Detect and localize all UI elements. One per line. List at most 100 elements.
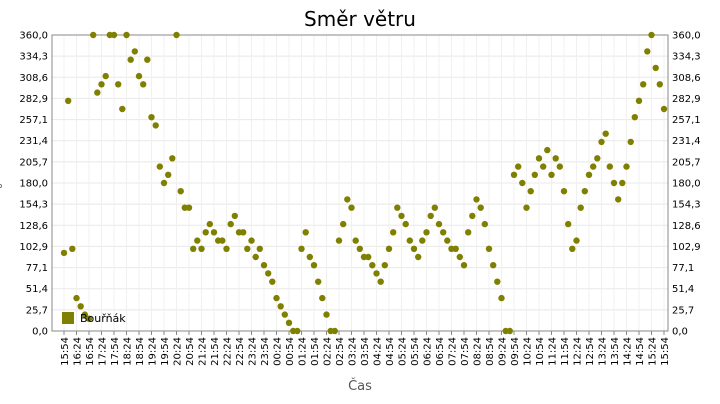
x-tick-label: 17:24 bbox=[98, 337, 109, 366]
x-tick-label: 10:24 bbox=[523, 337, 534, 366]
data-point bbox=[194, 237, 201, 244]
data-point bbox=[410, 245, 418, 252]
data-point bbox=[377, 278, 384, 285]
legend-label: Bouřňák bbox=[80, 312, 126, 325]
data-point bbox=[202, 229, 209, 236]
data-point bbox=[648, 31, 655, 39]
data-point bbox=[160, 179, 168, 187]
data-point bbox=[210, 229, 218, 236]
data-point bbox=[623, 163, 630, 170]
y-tick-label-left: 334,3 bbox=[19, 52, 48, 63]
x-tick-label: 02:24 bbox=[323, 337, 334, 366]
data-point bbox=[85, 315, 93, 322]
data-point bbox=[535, 155, 543, 162]
y-tick-label-right: 308,6 bbox=[672, 73, 701, 84]
data-point bbox=[569, 245, 576, 252]
data-point bbox=[460, 262, 468, 269]
data-point bbox=[498, 294, 505, 302]
y-tick-label-right: 360,0 bbox=[672, 31, 701, 42]
data-point bbox=[644, 48, 651, 55]
x-tick-label: 12:24 bbox=[573, 337, 584, 366]
y-tick-label-right: 128,6 bbox=[672, 221, 701, 232]
data-point bbox=[590, 163, 597, 170]
data-point bbox=[485, 245, 493, 252]
data-point bbox=[294, 327, 301, 335]
y-axis-left: 0,0 25,7 51,4 77,1 102,9 128,6 154,3 180,0 205,7… bbox=[19, 31, 48, 338]
data-point bbox=[269, 278, 276, 285]
data-point bbox=[640, 81, 647, 88]
x-tick-label: 20:24 bbox=[173, 337, 184, 366]
x-tick-label: 08:54 bbox=[485, 337, 496, 366]
y-tick-label-right: 154,3 bbox=[672, 200, 701, 211]
data-point bbox=[244, 245, 251, 252]
x-tick-label: 16:54 bbox=[85, 337, 96, 366]
data-point bbox=[352, 237, 359, 244]
x-tick-label: 07:54 bbox=[460, 337, 471, 366]
data-point bbox=[260, 262, 268, 269]
y-tick-label-left: 102,9 bbox=[19, 242, 48, 253]
data-point bbox=[656, 81, 663, 88]
y-axis-title: ° bbox=[0, 183, 12, 190]
data-point bbox=[281, 311, 288, 318]
data-point bbox=[398, 212, 405, 220]
data-point bbox=[419, 237, 426, 244]
data-point bbox=[152, 122, 159, 129]
x-tick-label: 07:24 bbox=[448, 337, 459, 366]
data-point bbox=[98, 81, 105, 88]
y-tick-label-right: 51,4 bbox=[672, 284, 694, 295]
data-point bbox=[431, 204, 438, 211]
y-tick-label-right: 205,7 bbox=[672, 157, 701, 168]
data-point bbox=[148, 114, 155, 121]
x-tick-label: 12:54 bbox=[585, 337, 596, 366]
data-point bbox=[585, 171, 593, 178]
data-point bbox=[135, 72, 143, 80]
data-point bbox=[619, 179, 626, 187]
x-tick-label: 21:54 bbox=[210, 337, 221, 366]
x-tick-label: 18:54 bbox=[135, 337, 146, 366]
data-point bbox=[177, 188, 184, 195]
y-tick-label-right: 257,1 bbox=[672, 115, 701, 126]
plot-area bbox=[51, 34, 669, 332]
data-point bbox=[265, 270, 272, 277]
data-point bbox=[581, 188, 588, 195]
x-tick-label: 05:54 bbox=[410, 337, 421, 366]
data-point bbox=[452, 245, 459, 252]
x-tick-label: 15:54 bbox=[660, 337, 671, 366]
data-point bbox=[140, 81, 147, 88]
data-point bbox=[252, 253, 259, 261]
data-point bbox=[310, 262, 318, 269]
y-tick-label-right: 231,4 bbox=[672, 136, 701, 147]
data-point bbox=[369, 262, 376, 269]
data-point bbox=[652, 64, 659, 72]
y-tick-label-right: 0,0 bbox=[672, 327, 688, 338]
data-point bbox=[302, 229, 309, 236]
y-tick-label-right: 334,3 bbox=[672, 52, 701, 63]
data-point bbox=[340, 220, 347, 228]
x-tick-label: 09:54 bbox=[510, 337, 521, 366]
data-point bbox=[81, 311, 89, 318]
data-point bbox=[219, 237, 226, 244]
data-point bbox=[631, 114, 638, 121]
data-point bbox=[565, 220, 572, 228]
x-tick-label: 03:54 bbox=[360, 337, 371, 366]
data-point bbox=[494, 278, 501, 285]
y-tick-label-left: 128,6 bbox=[19, 221, 48, 232]
data-point bbox=[540, 163, 547, 170]
data-point bbox=[102, 72, 109, 80]
data-point bbox=[490, 262, 497, 269]
data-point bbox=[402, 220, 409, 228]
y-tick-label-left: 205,7 bbox=[19, 157, 48, 168]
scatter-points bbox=[60, 31, 668, 335]
data-point bbox=[473, 196, 480, 203]
x-tick-label: 13:54 bbox=[610, 337, 621, 366]
y-tick-label-right: 77,1 bbox=[672, 263, 694, 274]
data-point bbox=[165, 171, 172, 178]
y-axis-right: 0,0 25,7 51,4 77,1 102,9 128,6 154,3 180,0 205,7… bbox=[672, 31, 701, 338]
y-tick-label-left: 154,3 bbox=[19, 200, 48, 211]
data-point bbox=[256, 245, 263, 252]
data-point bbox=[615, 196, 622, 203]
y-tick-label-left: 308,6 bbox=[19, 73, 48, 84]
data-point bbox=[544, 146, 551, 154]
x-tick-label: 19:24 bbox=[148, 337, 159, 366]
